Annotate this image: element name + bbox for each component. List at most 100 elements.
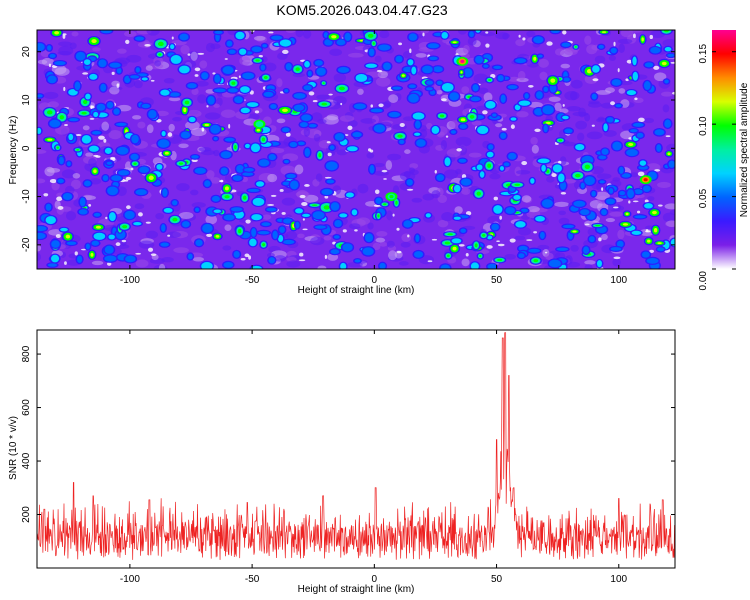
- colorbar-tick-label: 0.05: [698, 188, 709, 208]
- heatmap-spot: [302, 213, 310, 217]
- heatmap-spot: [575, 143, 585, 151]
- heatmap-texture: [199, 60, 208, 69]
- heatmap-spot: [436, 174, 445, 181]
- heatmap-texture: [662, 212, 675, 223]
- heatmap-spot: [250, 265, 262, 269]
- heatmap-texture: [88, 158, 97, 168]
- heatmap-texture: [316, 94, 330, 100]
- heatmap-spot: [301, 114, 312, 122]
- heatmap-spot: [340, 262, 347, 269]
- heatmap-texture: [374, 55, 382, 63]
- heatmap-speckle: [653, 65, 660, 70]
- heatmap-spot: [370, 108, 383, 113]
- heatmap-spot: [236, 165, 244, 173]
- heatmap-texture: [409, 163, 419, 169]
- heatmap-texture: [528, 101, 543, 108]
- heatmap-speckle: [456, 148, 462, 152]
- heatmap-texture: [192, 256, 205, 262]
- heatmap-spot: [108, 234, 115, 240]
- heatmap-spot: [379, 262, 386, 269]
- heatmap-speckle: [150, 79, 155, 82]
- heatmap-spot: [88, 145, 99, 152]
- heatmap-speckle: [392, 213, 395, 217]
- heatmap-spot: [626, 90, 637, 96]
- heatmap-spot: [325, 161, 338, 171]
- heatmap-spot: [408, 93, 419, 103]
- heatmap-spot-core: [572, 230, 577, 233]
- heatmap-texture: [281, 197, 296, 206]
- heatmap-speckle: [374, 189, 380, 195]
- heatmap-spot: [45, 203, 52, 211]
- heatmap-speckle: [298, 259, 306, 262]
- heatmap-spot: [47, 45, 52, 51]
- heatmap-spot: [234, 96, 243, 104]
- heatmap-spot: [610, 47, 617, 54]
- heatmap-texture: [441, 211, 454, 222]
- heatmap-speckle: [458, 244, 465, 247]
- heatmap-spot: [549, 259, 561, 268]
- heatmap-spot: [96, 103, 106, 111]
- heatmap-spot: [470, 262, 479, 269]
- heatmap-spot: [334, 219, 342, 228]
- heatmap-texture: [517, 227, 532, 236]
- heatmap-spot-core: [148, 175, 154, 180]
- heatmap-texture: [612, 258, 621, 267]
- heatmap-texture: [504, 253, 516, 260]
- heatmap-texture: [373, 162, 385, 168]
- heatmap-spot-core: [586, 68, 592, 74]
- heatmap-spot-core: [558, 78, 562, 80]
- heatmap-spot: [115, 122, 127, 126]
- heatmap-texture: [577, 132, 585, 142]
- heatmap-speckle: [304, 184, 310, 187]
- heatmap-spot-core: [395, 200, 398, 205]
- heatmap-spot-core: [215, 235, 220, 238]
- heatmap-texture: [277, 52, 288, 60]
- heatmap-spot: [79, 197, 86, 207]
- heatmap-texture: [584, 263, 593, 269]
- heatmap-speckle: [111, 71, 115, 76]
- heatmap-spot: [130, 75, 140, 79]
- heatmap-spot: [472, 84, 479, 92]
- heatmap-texture: [348, 120, 358, 128]
- heatmap-spot: [513, 195, 521, 200]
- heatmap-spot: [493, 65, 502, 69]
- heatmap-texture: [360, 118, 377, 124]
- heatmap-texture: [564, 91, 580, 101]
- heatmap-speckle: [407, 234, 410, 238]
- heatmap-speckle: [672, 91, 675, 95]
- heatmap-speckle: [431, 238, 438, 241]
- heatmap-texture: [101, 121, 110, 131]
- heatmap-spot: [116, 67, 122, 74]
- snr-xtick-label: -100: [120, 574, 140, 585]
- heatmap-texture: [85, 152, 94, 157]
- heatmap-spot: [562, 224, 575, 229]
- heatmap-spot: [368, 48, 375, 57]
- heatmap-texture: [109, 86, 120, 95]
- heatmap-spot: [631, 230, 642, 235]
- heatmap-spot: [279, 226, 285, 233]
- heatmap-texture: [132, 115, 142, 120]
- heatmap-speckle: [95, 155, 101, 158]
- heatmap-texture: [586, 44, 598, 55]
- heatmap-texture: [454, 206, 463, 214]
- heatmap-texture: [400, 241, 411, 248]
- heatmap-texture: [65, 211, 77, 221]
- heatmap-texture: [575, 120, 588, 130]
- heatmap-spot-core: [383, 203, 387, 206]
- heatmap-spot-core: [377, 214, 380, 218]
- heatmap-spot: [37, 43, 45, 51]
- heatmap-texture: [411, 197, 423, 203]
- heatmap-texture: [200, 149, 215, 156]
- heatmap-speckle: [194, 74, 199, 77]
- heatmap-speckle: [584, 223, 590, 226]
- heatmap-ytick-label: 0: [21, 145, 32, 151]
- heatmap-spot: [459, 124, 467, 129]
- heatmap-spot: [365, 63, 378, 68]
- heatmap-blobs: [37, 30, 675, 269]
- heatmap-spot-core: [178, 162, 184, 165]
- heatmap-spot: [483, 64, 489, 68]
- heatmap-texture: [377, 70, 389, 79]
- heatmap-texture: [178, 212, 194, 220]
- heatmap-texture: [521, 195, 532, 203]
- heatmap-spot: [486, 151, 494, 158]
